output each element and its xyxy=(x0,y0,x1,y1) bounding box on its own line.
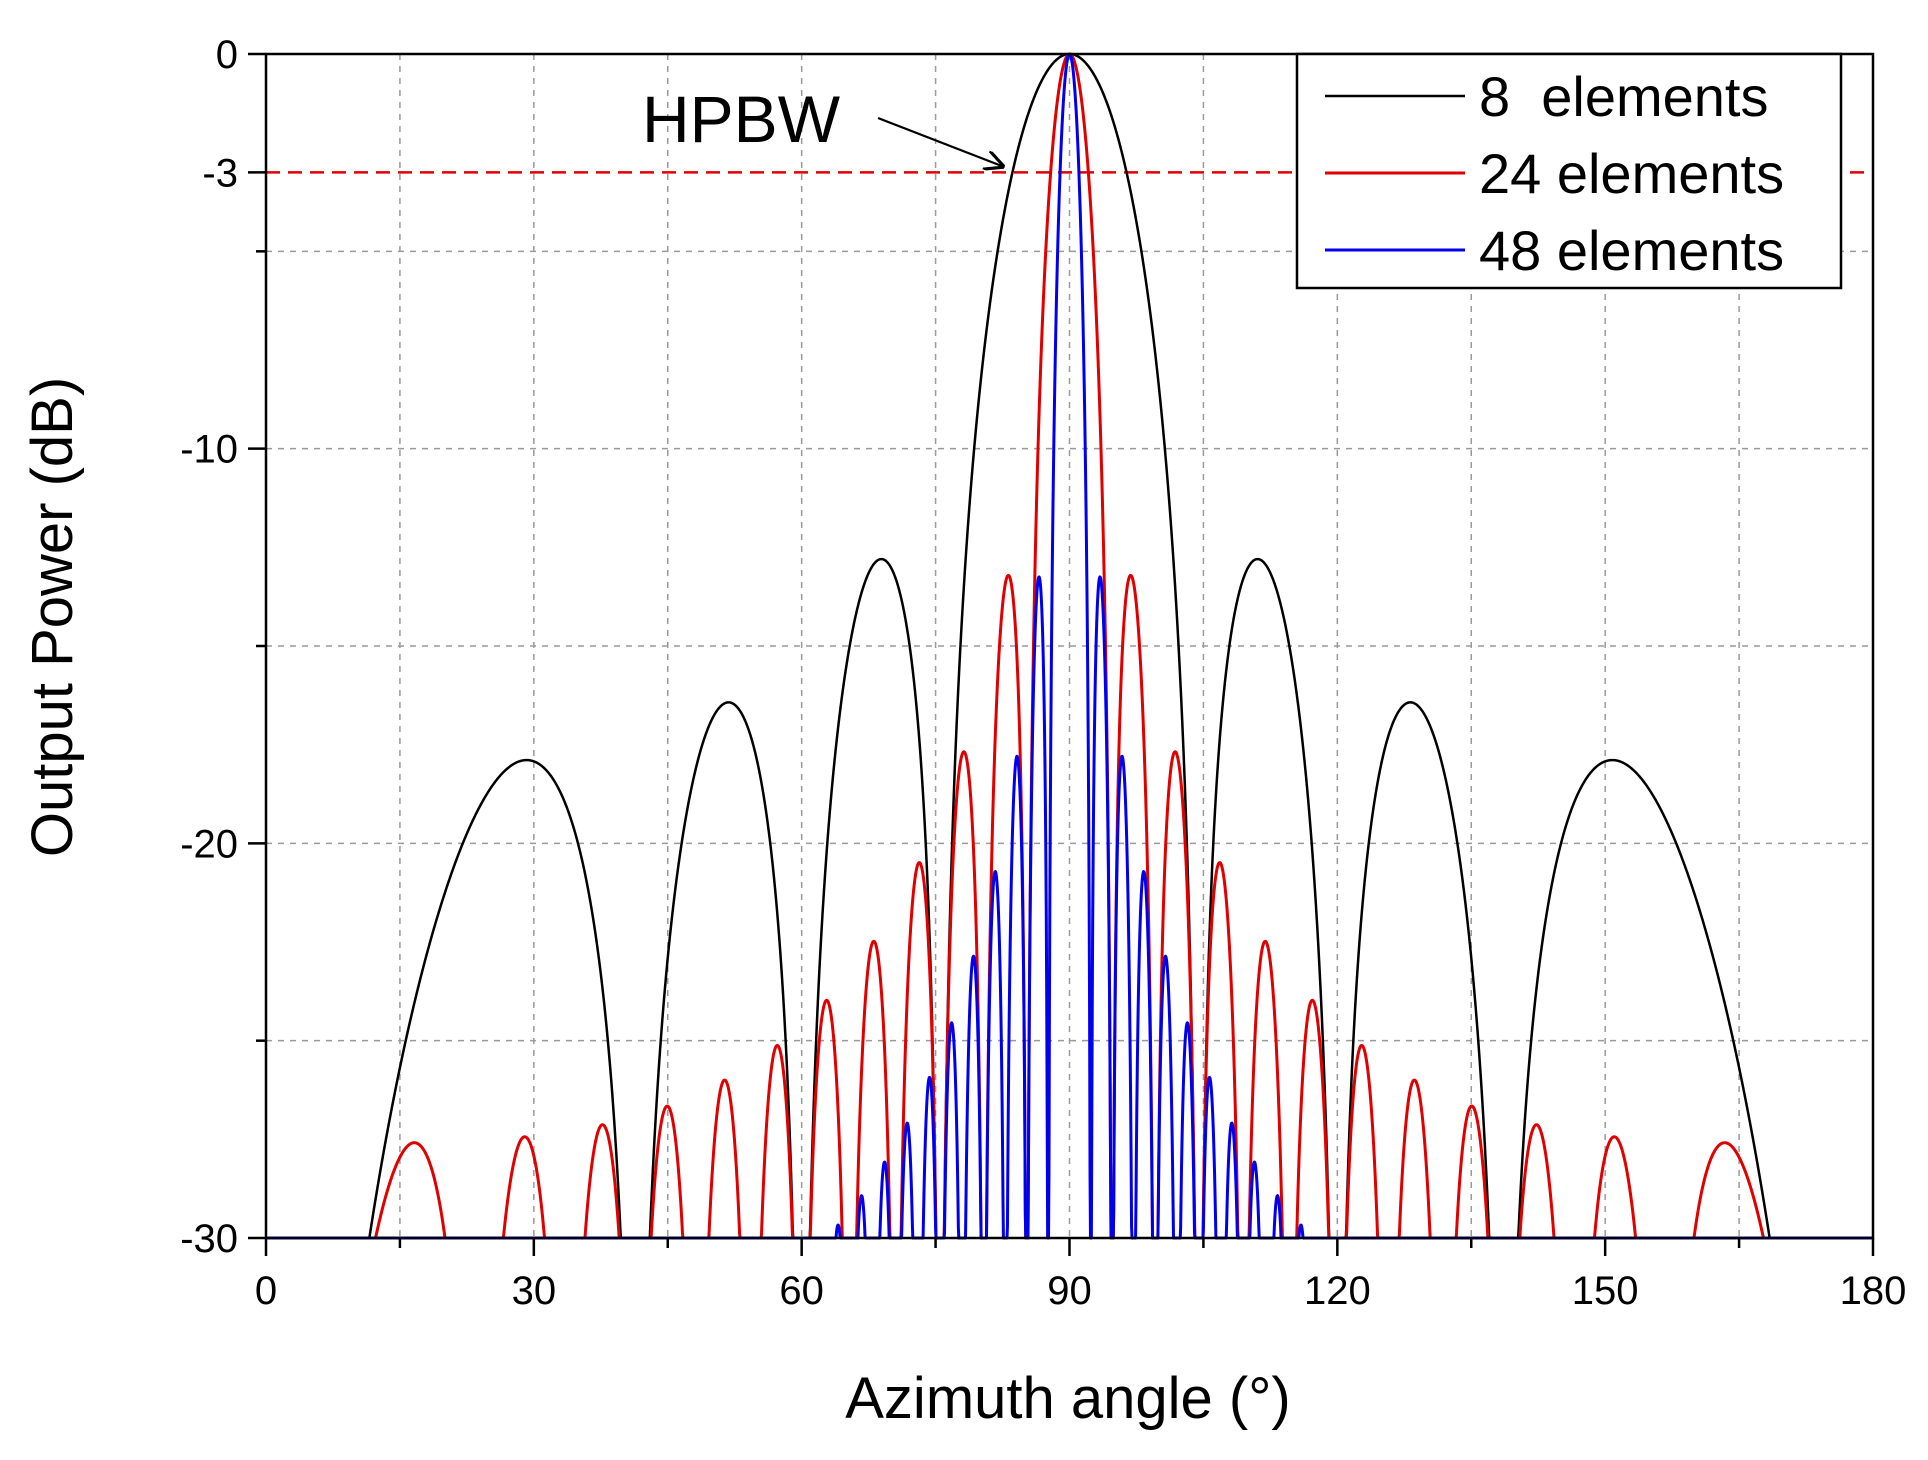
x-tick-label: 0 xyxy=(255,1269,277,1313)
y-tick-label: -3 xyxy=(202,151,238,195)
x-tick-label: 120 xyxy=(1304,1269,1371,1313)
x-tick-label: 90 xyxy=(1047,1269,1092,1313)
legend-label: 8 elements xyxy=(1479,65,1769,128)
x-tick-label: 180 xyxy=(1840,1269,1907,1313)
x-tick-label: 60 xyxy=(779,1269,824,1313)
legend-item: 8 elements xyxy=(1325,65,1769,128)
legend-label: 48 elements xyxy=(1479,219,1784,282)
hpbw-arrow xyxy=(877,116,1003,166)
y-tick-label: -30 xyxy=(180,1217,238,1261)
legend: 8 elements 24 elements 48 elements xyxy=(1295,52,1843,290)
y-axis-title: Output Power (dB) xyxy=(20,377,85,857)
y-tick-label: -10 xyxy=(180,428,238,472)
y-tick-label: 0 xyxy=(216,33,238,77)
y-tick-label: -20 xyxy=(180,822,238,866)
legend-label: 24 elements xyxy=(1479,142,1784,205)
legend-item: 24 elements xyxy=(1325,142,1784,205)
x-tick-label: 30 xyxy=(512,1269,557,1313)
tick-labels: 0 30 60 90 120 150 180 0 -3 -10 -20 -30 xyxy=(180,33,1906,1313)
hpbw-annotation-label: HPBW xyxy=(642,82,841,156)
legend-item: 48 elements xyxy=(1325,219,1784,282)
annotation-layer: HPBW xyxy=(642,82,1003,166)
x-tick-label: 150 xyxy=(1572,1269,1639,1313)
axes xyxy=(248,52,1875,1256)
x-axis-title: Azimuth angle (°) xyxy=(845,1366,1290,1431)
